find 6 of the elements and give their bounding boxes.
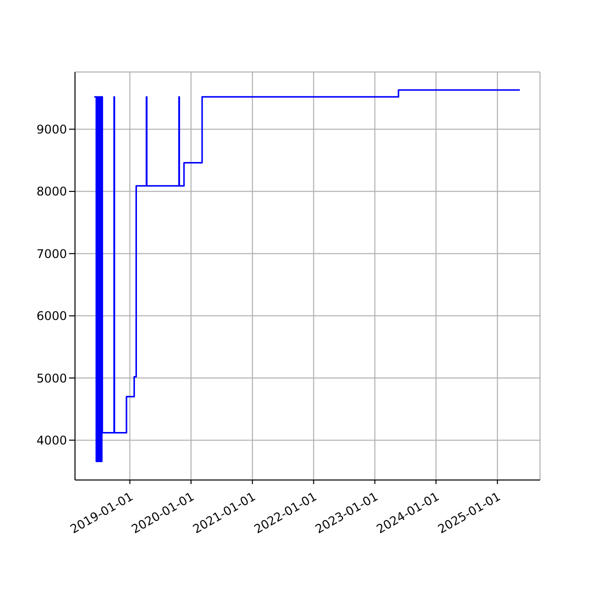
y-tick-label: 6000 [36, 309, 67, 324]
y-tick-label: 9000 [36, 122, 67, 136]
y-tick-label: 5000 [36, 371, 67, 386]
y-tick-label: 7000 [36, 246, 67, 261]
y-tick-label: 8000 [36, 184, 67, 199]
y-tick-label: 4000 [36, 433, 67, 448]
